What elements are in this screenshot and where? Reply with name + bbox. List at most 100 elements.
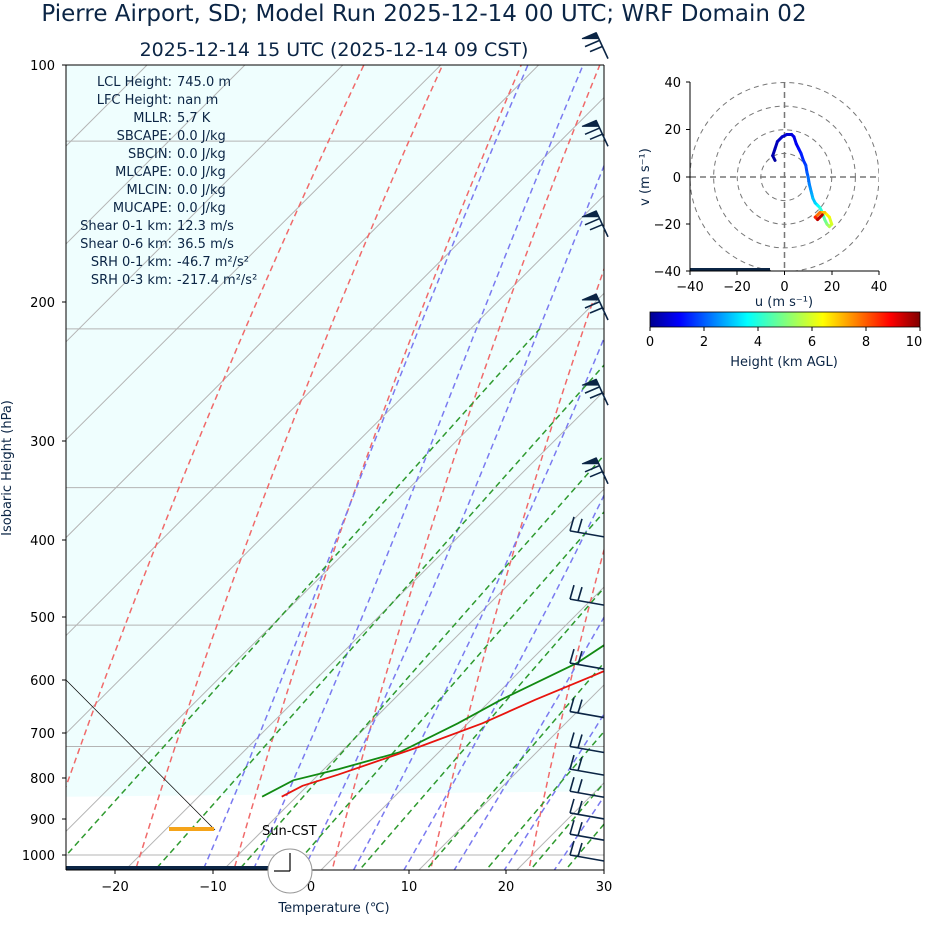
isotherm-lines xyxy=(66,0,928,905)
parcel-path-line xyxy=(66,679,216,831)
stat-shear01-label: Shear 0-1 km: xyxy=(80,219,172,234)
stats-panel: LCL Height: 745.0 m LFC Height: nan m ML… xyxy=(80,75,257,288)
hodo-x-tick: 20 xyxy=(824,280,841,295)
mixing-ratio-line xyxy=(485,730,604,870)
hodograph: 40 20 0 −20 −40 −40 −20 0 20 40 u (m s⁻¹… xyxy=(638,76,887,310)
dry-adiabat xyxy=(331,65,601,870)
moist-adiabat xyxy=(403,493,604,870)
stat-mlcape-label: MLCAPE: xyxy=(115,165,172,180)
wind-barb xyxy=(569,798,605,820)
stat-mucape-value: 0.0 J/kg xyxy=(177,201,226,216)
stat-srh01-label: SRH 0-1 km: xyxy=(91,255,172,270)
moist-adiabat xyxy=(202,65,529,870)
dry-adiabat xyxy=(66,65,365,789)
x-tick-label: −20 xyxy=(101,880,128,895)
temperature-line xyxy=(281,670,604,798)
mixing-ratio-line xyxy=(66,328,541,857)
stat-shear01-value: 12.3 m/s xyxy=(177,219,234,234)
isotherm-line xyxy=(66,292,604,833)
dewpoint-line xyxy=(261,644,604,798)
wind-barb xyxy=(569,819,605,841)
x-tick-label: 20 xyxy=(498,880,515,895)
stat-lcl-value: 745.0 m xyxy=(177,75,231,90)
x-tick-label: 30 xyxy=(596,880,613,895)
colorbar-tick: 2 xyxy=(700,335,708,350)
stat-mllr-value: 5.7 K xyxy=(177,111,211,126)
colorbar-tick: 8 xyxy=(862,335,870,350)
y-tick-label: 1000 xyxy=(22,849,55,864)
moist-adiabat xyxy=(252,65,584,870)
dry-adiabat xyxy=(720,0,928,905)
y-tick-label: 500 xyxy=(30,611,55,626)
wind-barb xyxy=(581,31,609,59)
wind-barb xyxy=(569,516,605,538)
x-tick-label: −10 xyxy=(199,880,226,895)
isotherm-line xyxy=(677,0,928,905)
colorbar-tick: 10 xyxy=(906,335,923,350)
isotherm-line xyxy=(222,488,604,870)
stat-sbcape-value: 0.0 J/kg xyxy=(177,129,226,144)
y-tick-label: 100 xyxy=(30,59,55,74)
x-tick-label: 0 xyxy=(307,880,315,895)
isotherm-line xyxy=(124,390,604,870)
mixing-ratio-line xyxy=(289,510,604,870)
hodo-y-tick: 40 xyxy=(664,76,681,91)
hodo-y-label: v (m s⁻¹) xyxy=(638,148,653,206)
stat-sbcin-value: 0.0 J/kg xyxy=(177,147,226,162)
y-tick-label: 800 xyxy=(30,772,55,787)
wind-barb xyxy=(581,457,609,485)
wind-barb xyxy=(581,210,609,238)
moist-adiabats xyxy=(202,65,604,870)
wind-barb xyxy=(569,732,605,754)
stat-lfc-value: nan m xyxy=(177,93,218,108)
stat-shear06-value: 36.5 m/s xyxy=(177,237,234,252)
colorbar-label: Height (km AGL) xyxy=(730,355,838,370)
skewt-title: 2025-12-14 15 UTC (2025-12-14 09 CST) xyxy=(140,39,529,61)
y-tick-label: 400 xyxy=(30,534,55,549)
hodo-y-tick: 0 xyxy=(673,171,681,186)
wind-barb xyxy=(569,697,605,719)
parcel-fill xyxy=(66,65,604,797)
wind-barb xyxy=(569,754,605,776)
colorbar: 0 2 4 6 8 10 Height (km AGL) xyxy=(646,311,923,370)
sun-label: Sun-CST xyxy=(262,824,317,839)
dry-adiabat xyxy=(528,547,604,870)
sun-clock: Sun-CST xyxy=(262,824,317,894)
hodograph-baseline xyxy=(690,268,770,271)
y-tick-label: 700 xyxy=(30,727,55,742)
stat-mucape-label: MUCAPE: xyxy=(113,201,172,216)
stat-mlcape-value: 0.0 J/kg xyxy=(177,165,226,180)
hodo-y-tick: −40 xyxy=(654,265,681,280)
y-tick-label: 300 xyxy=(30,435,55,450)
hodo-y-tick: −20 xyxy=(654,218,681,233)
colorbar-gradient xyxy=(649,311,921,328)
x-tick-label: 10 xyxy=(401,880,418,895)
figure-title: Pierre Airport, SD; Model Run 2025-12-14… xyxy=(41,1,806,27)
wind-barb xyxy=(569,777,605,799)
wind-barb xyxy=(581,378,609,406)
y-axis-label: Isobaric Height (hPa) xyxy=(0,400,15,536)
y-tick-label: 600 xyxy=(30,674,55,689)
y-tick-label: 900 xyxy=(30,813,55,828)
hodograph-trace xyxy=(771,132,834,229)
wind-barb xyxy=(569,648,605,670)
x-axis-label: Temperature (℃) xyxy=(277,901,389,916)
wind-barb xyxy=(581,293,609,321)
wind-barb xyxy=(569,584,605,606)
x-axis-ticks: −20 −10 0 10 20 30 xyxy=(101,870,612,895)
stat-srh01-value: -46.7 m²/s² xyxy=(177,255,249,270)
stat-srh03-label: SRH 0-3 km: xyxy=(91,273,172,288)
colorbar-tick: 0 xyxy=(646,335,654,350)
isobar-lines xyxy=(66,140,604,856)
isotherm-line xyxy=(66,194,604,735)
skewt-plot: 100 200 300 400 500 600 700 800 900 1000 xyxy=(0,0,928,916)
hodo-x-tick: −20 xyxy=(723,280,750,295)
dry-adiabat xyxy=(429,266,604,870)
hodo-x-tick: −40 xyxy=(676,280,703,295)
mixing-ratio-line xyxy=(237,454,604,870)
stat-lcl-label: LCL Height: xyxy=(97,75,172,90)
wind-barbs xyxy=(569,31,609,862)
stat-srh03-value: -217.4 m²/s² xyxy=(177,273,257,288)
colorbar-tick: 6 xyxy=(808,335,816,350)
